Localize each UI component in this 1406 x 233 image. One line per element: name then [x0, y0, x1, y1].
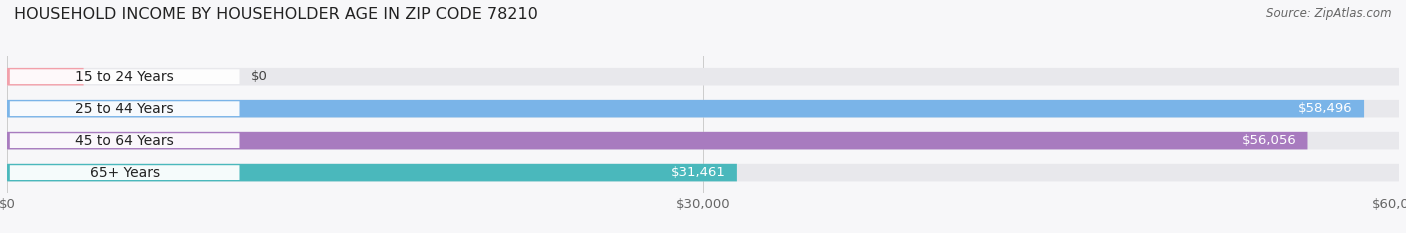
Text: 65+ Years: 65+ Years [90, 166, 160, 180]
FancyBboxPatch shape [7, 132, 1308, 149]
FancyBboxPatch shape [7, 132, 1399, 149]
Text: 15 to 24 Years: 15 to 24 Years [76, 70, 174, 84]
FancyBboxPatch shape [7, 68, 1399, 86]
FancyBboxPatch shape [10, 69, 239, 84]
FancyBboxPatch shape [7, 164, 1399, 182]
FancyBboxPatch shape [7, 164, 737, 182]
Text: HOUSEHOLD INCOME BY HOUSEHOLDER AGE IN ZIP CODE 78210: HOUSEHOLD INCOME BY HOUSEHOLDER AGE IN Z… [14, 7, 538, 22]
FancyBboxPatch shape [7, 100, 1399, 117]
FancyBboxPatch shape [10, 133, 239, 148]
Text: Source: ZipAtlas.com: Source: ZipAtlas.com [1267, 7, 1392, 20]
Text: 45 to 64 Years: 45 to 64 Years [76, 134, 174, 148]
FancyBboxPatch shape [10, 165, 239, 180]
Text: $31,461: $31,461 [671, 166, 725, 179]
FancyBboxPatch shape [7, 68, 83, 86]
FancyBboxPatch shape [10, 101, 239, 116]
FancyBboxPatch shape [7, 100, 1364, 117]
Text: $58,496: $58,496 [1298, 102, 1353, 115]
Text: $0: $0 [250, 70, 267, 83]
Text: 25 to 44 Years: 25 to 44 Years [76, 102, 174, 116]
Text: $56,056: $56,056 [1241, 134, 1296, 147]
